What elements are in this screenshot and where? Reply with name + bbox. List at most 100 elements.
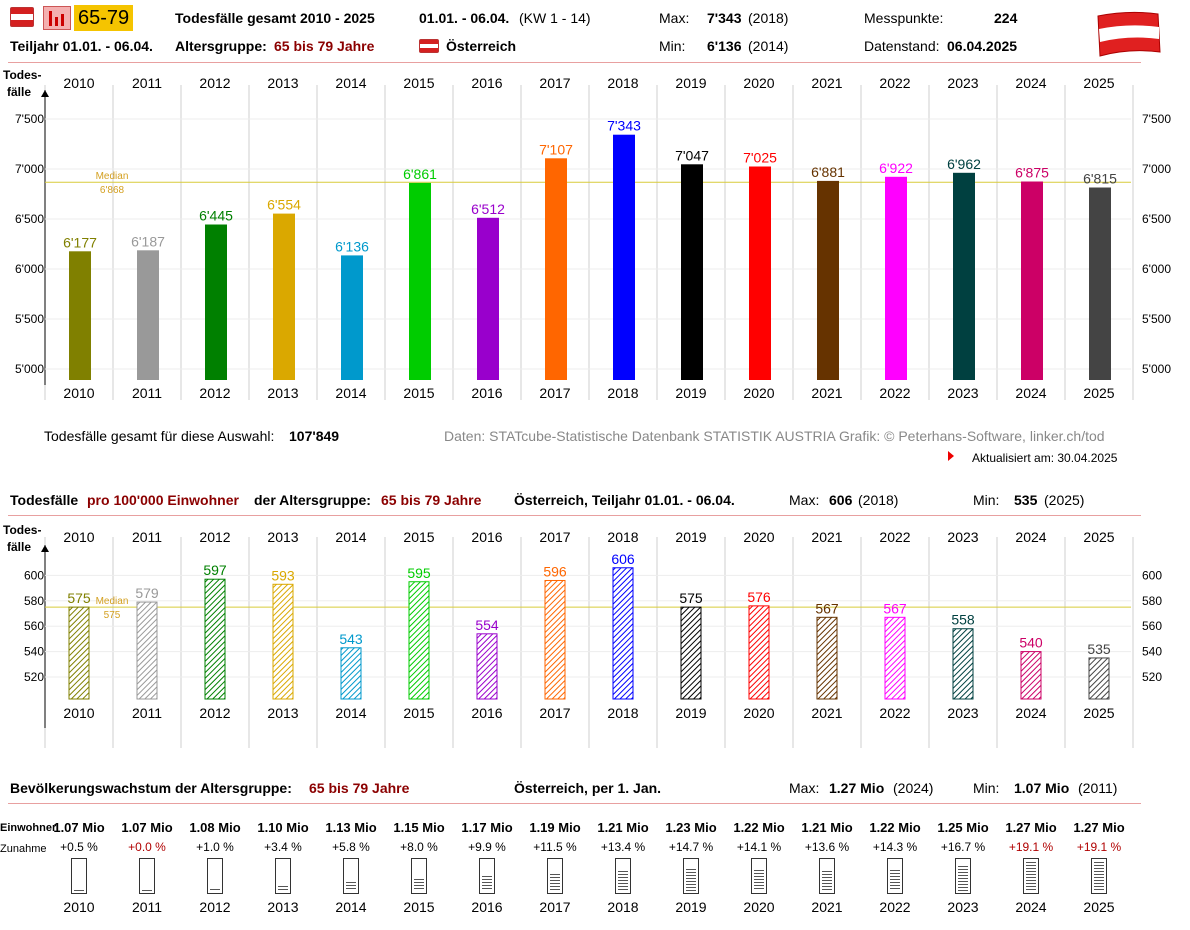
growth-value: +0.5 % [60,840,98,854]
data-label: 6'177 [63,234,97,250]
growth-gauge-fill [822,871,832,891]
x-tick-label: 2012 [199,385,230,401]
bar [68,606,90,700]
play-icon[interactable] [948,451,954,461]
bar [1020,651,1042,700]
x-tick-label-top: 2016 [471,75,502,91]
y-tick-label-right: 6'000 [1142,262,1171,276]
bar [273,213,295,380]
x-tick-label-top: 2025 [1083,75,1114,91]
x-tick-label: 2016 [471,385,502,401]
x-tick-label: 2023 [947,385,978,401]
x-tick-label-top: 2019 [675,75,706,91]
growth-value: +11.5 % [533,840,577,854]
growth-gauge-fill [210,889,220,891]
population-value: 1.13 Mio [325,820,377,835]
population-value: 1.27 Mio [1005,820,1057,835]
x-tick-label-top: 2010 [63,75,94,91]
chart-deaths-per-100k: Todes-fälle 520 520 540 540 560 560 580 580 600 60… [3,523,1162,748]
min-year: (2014) [748,38,789,54]
median-label: Median [96,171,129,182]
growth-gauge [547,858,563,894]
growth-gauge [887,858,903,894]
median-label: Median [96,596,129,607]
page-title: Todesfälle gesamt 2010 - 2025 [175,10,375,26]
year-label: 2012 [199,899,231,915]
x-tick-label: 2011 [132,385,162,401]
x-tick-label-top: 2020 [743,529,774,545]
x-tick-label-top: 2020 [743,75,774,91]
bar [137,250,159,380]
y-tick-label-right: 600 [1142,568,1162,582]
bar [1021,181,1043,380]
x-tick-label: 2010 [63,705,94,721]
bar [476,633,498,700]
x-tick-label-top: 2013 [267,529,298,545]
growth-gauge-fill [414,879,424,891]
growth-gauge-fill [1094,862,1104,891]
x-tick-label-top: 2025 [1083,529,1114,545]
data-label: 606 [611,551,635,567]
bar [817,180,839,380]
x-tick-label-top: 2018 [607,75,638,91]
flag-icon [10,7,34,27]
growth-value: +13.4 % [600,840,646,854]
min-value: 6'136 [707,38,742,54]
growth-row-label: Zunahme [0,843,47,855]
growth-gauge-fill [482,876,492,891]
chart-icon[interactable] [43,6,71,33]
y-axis-label: fälle [7,85,31,99]
x-tick-label-top: 2018 [607,529,638,545]
population-value: 1.21 Mio [597,820,649,835]
bar [1088,657,1110,700]
section3-title-a: Bevölkerungswachstum der Altersgruppe: [10,780,292,796]
x-tick-label: 2014 [335,385,366,401]
year-label: 2017 [539,899,571,915]
data-label: 6'815 [1083,171,1117,187]
population-value: 1.22 Mio [869,820,921,835]
country-flag-icon [419,37,439,54]
median-value: 575 [104,610,121,621]
growth-value: +13.6 % [804,840,850,854]
source-credit[interactable]: Daten: STATcube-Statistische Datenbank S… [444,428,1105,444]
data-label: 540 [1019,635,1043,651]
section2-title-b: pro 100'000 Einwohner [87,492,239,508]
bar [544,579,566,700]
bar [341,255,363,380]
growth-gauge [615,858,631,894]
data-label: 7'025 [743,150,777,166]
x-tick-label: 2020 [743,385,774,401]
y-tick-label: 600 [24,568,44,582]
x-tick-label: 2021 [811,705,842,721]
y-tick-label: 7'500 [15,112,44,126]
bar [1089,187,1111,380]
x-tick-label: 2025 [1083,705,1114,721]
x-tick-label: 2012 [199,705,230,721]
x-tick-label: 2018 [607,385,638,401]
growth-value: +19.1 % [1008,840,1054,854]
age-group-badge[interactable]: 65-79 [74,5,134,31]
y-tick-label: 7'000 [15,162,44,176]
y-tick-label: 5'000 [15,362,44,376]
section2-title-a: Todesfälle [10,492,79,508]
x-tick-label-top: 2013 [267,75,298,91]
altersgruppe-value: 65 bis 79 Jahre [274,38,375,54]
max-label: Max: [659,10,690,26]
section2-region: Österreich, Teiljahr 01.01. - 06.04. [514,492,735,508]
x-tick-label: 2011 [132,705,162,721]
updated-date: Aktualisiert am: 30.04.2025 [972,451,1118,465]
population-value: 1.15 Mio [393,820,445,835]
growth-value: +14.3 % [872,840,918,854]
x-tick-label-top: 2019 [675,529,706,545]
max-year: (2018) [748,10,789,26]
growth-value: +3.4 % [264,840,302,854]
section3-min-year: (2011) [1078,780,1118,796]
calendar-weeks: (KW 1 - 14) [519,10,591,26]
y-axis-label: Todes- [3,68,41,82]
x-tick-label: 2018 [607,705,638,721]
bar [613,134,635,380]
x-tick-label: 2016 [471,705,502,721]
austria-flag-icon [1096,8,1162,61]
year-label: 2022 [879,899,911,915]
x-tick-label-top: 2017 [539,75,570,91]
